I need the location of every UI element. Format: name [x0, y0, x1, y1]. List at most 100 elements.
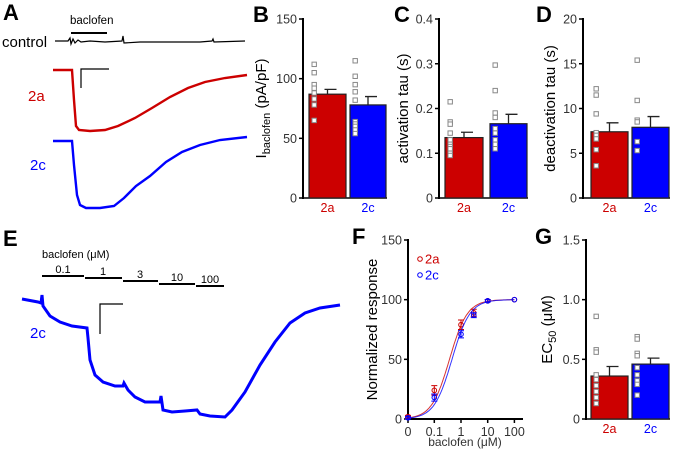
scale-bar-e	[99, 303, 123, 334]
y-tick-label: 1.0	[563, 293, 580, 307]
x-tick-label-2c: 2c	[502, 201, 515, 215]
y-tick-label: 50	[283, 132, 297, 146]
data-point-2c	[634, 147, 640, 154]
control-label: control	[2, 34, 47, 51]
data-point-2c	[352, 73, 358, 79]
baclofen-stim-label: baclofen	[70, 15, 113, 27]
y-tick-label: 100	[381, 293, 402, 307]
y-axis-label-D: deactivation tau (s)	[542, 45, 559, 172]
step-label: 10	[171, 272, 183, 284]
bar-2c	[489, 123, 528, 199]
y-axis-label-F: Normalized response	[364, 259, 381, 401]
y-tick-label: 0	[570, 192, 577, 206]
x-tick-label-2a: 2a	[321, 201, 335, 215]
error-bar-2a	[324, 88, 337, 95]
control-trace	[55, 35, 246, 47]
data-point-2a	[447, 99, 453, 105]
data-point-2c	[634, 392, 640, 398]
data-point-2a	[593, 376, 599, 383]
data-point-2c	[492, 125, 498, 132]
data-point-2c	[634, 336, 640, 342]
data-point-2a	[593, 313, 599, 320]
x-tick-label: 10	[481, 425, 495, 439]
data-point-2c	[458, 331, 464, 338]
panel-label-f: F	[352, 224, 365, 249]
y-tick-label: 1.5	[563, 234, 580, 248]
trace-2c-label: 2c	[30, 157, 46, 174]
bar-2a	[308, 93, 347, 199]
data-point-2c	[405, 415, 411, 421]
trace-2a-label: 2a	[28, 88, 45, 105]
data-point-2c	[352, 58, 358, 64]
x-tick-label-2a: 2a	[603, 422, 617, 436]
y-tick-label: 0	[290, 192, 297, 206]
x-tick-label-2c: 2c	[644, 201, 657, 215]
y-tick-label: 50	[388, 353, 402, 367]
data-point-2c	[352, 130, 358, 137]
data-point-2a	[593, 349, 599, 355]
y-tick-label: 0	[395, 413, 402, 427]
data-point-2a	[311, 117, 317, 124]
x-tick-label-2c: 2c	[644, 422, 657, 436]
data-point-2c	[431, 394, 438, 401]
y-axis-label-B: Ibaclofen (pA/pF)	[253, 59, 273, 159]
data-point-2a	[593, 86, 599, 92]
trace-2a	[53, 68, 248, 133]
data-point-2c	[634, 119, 640, 125]
error-bar-2c	[505, 113, 518, 124]
data-point-2c	[634, 353, 640, 359]
legend-label-2a: 2a	[425, 252, 440, 267]
data-point-2c	[634, 57, 640, 63]
y-tick-label: 0	[426, 192, 433, 206]
error-bar-2c	[365, 95, 377, 105]
step-label: 0.1	[55, 264, 70, 276]
step-label: 3	[137, 269, 143, 281]
data-point-2c	[484, 298, 491, 304]
data-point-2c	[634, 372, 640, 378]
trace-2c	[53, 135, 248, 210]
chart-d: D 0 5 10 15 20 deactivation tau (s) 2a 2c	[536, 2, 670, 215]
concentration-steps: 0.1 1 3 10 100	[42, 264, 224, 287]
fit-curve-2a	[407, 299, 515, 419]
error-bar-2c	[647, 115, 660, 128]
data-point-2a	[447, 152, 453, 159]
error-bar-2c	[647, 357, 660, 365]
panel-label-c: C	[394, 2, 410, 27]
x-tick-label: 1	[458, 425, 465, 439]
chart-b: B 0 50 100 150 Ibaclofen (pA/pF) 2a 2c	[253, 2, 387, 215]
data-point-2a	[311, 85, 317, 91]
y-tick-label: 0.5	[563, 353, 580, 367]
y-tick-label: 150	[276, 13, 297, 27]
x-tick-label: 0	[405, 425, 412, 439]
data-point-2c	[492, 130, 498, 136]
error-bar-2a	[458, 319, 464, 330]
x-axis-label: baclofen (μM)	[428, 435, 502, 449]
data-point-2a	[447, 146, 453, 152]
x-tick-label-2a: 2a	[457, 201, 471, 215]
trace-2c-concentration-label: 2c	[30, 325, 46, 342]
data-point-2c	[634, 381, 640, 388]
legend-marker-2c	[417, 272, 423, 278]
legend-marker-2a	[417, 256, 423, 262]
y-tick-label: 0.2	[416, 102, 433, 116]
y-tick-label: 10	[563, 102, 577, 116]
error-bar-2a	[606, 122, 619, 132]
data-point-2c	[492, 137, 498, 143]
data-point-2a	[447, 137, 453, 143]
y-tick-label: 0	[573, 413, 580, 427]
data-point-2a	[447, 121, 453, 127]
y-tick-label: 0.4	[416, 13, 433, 27]
data-point-2a	[311, 102, 317, 108]
data-point-2c	[492, 87, 498, 94]
data-point-2a	[593, 372, 599, 378]
data-point-2a	[593, 92, 599, 98]
panel-label-d: D	[536, 2, 552, 27]
x-tick-label: 0.1	[426, 425, 443, 439]
bar-2c	[349, 104, 387, 199]
panel-label-b: B	[253, 2, 269, 27]
scale-bar-a	[80, 68, 109, 88]
panel-label-e: E	[3, 226, 18, 251]
y-tick-label: 20	[563, 13, 577, 27]
